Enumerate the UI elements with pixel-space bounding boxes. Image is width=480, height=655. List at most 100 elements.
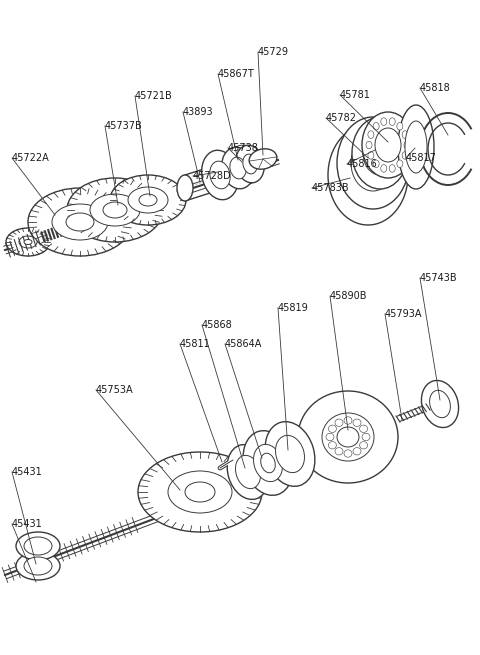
Ellipse shape — [230, 157, 246, 179]
Ellipse shape — [222, 147, 254, 189]
Text: 45783B: 45783B — [312, 183, 349, 193]
Ellipse shape — [352, 117, 408, 189]
Ellipse shape — [16, 532, 60, 560]
Ellipse shape — [227, 445, 269, 499]
Ellipse shape — [430, 390, 450, 418]
Ellipse shape — [243, 154, 257, 174]
Ellipse shape — [249, 149, 277, 169]
Ellipse shape — [344, 417, 352, 424]
Ellipse shape — [360, 425, 368, 432]
Ellipse shape — [373, 160, 379, 168]
Ellipse shape — [138, 452, 262, 532]
Text: 45738: 45738 — [228, 143, 259, 153]
Ellipse shape — [276, 436, 304, 473]
Ellipse shape — [360, 441, 368, 449]
Text: 45431: 45431 — [12, 467, 43, 477]
Ellipse shape — [229, 145, 259, 185]
Ellipse shape — [253, 444, 283, 481]
Text: 45728D: 45728D — [193, 171, 232, 181]
Ellipse shape — [128, 187, 168, 213]
Ellipse shape — [52, 204, 108, 240]
Text: 45722A: 45722A — [12, 153, 50, 163]
Ellipse shape — [24, 240, 32, 244]
Ellipse shape — [328, 425, 336, 432]
Ellipse shape — [353, 419, 361, 426]
Ellipse shape — [381, 164, 387, 172]
Ellipse shape — [236, 455, 261, 489]
Ellipse shape — [368, 151, 374, 159]
Ellipse shape — [373, 122, 379, 130]
Ellipse shape — [397, 122, 403, 130]
Ellipse shape — [397, 160, 403, 168]
Ellipse shape — [227, 159, 243, 185]
Ellipse shape — [402, 131, 408, 138]
Ellipse shape — [405, 121, 427, 173]
Ellipse shape — [326, 434, 334, 441]
Ellipse shape — [362, 434, 370, 441]
Ellipse shape — [402, 151, 408, 159]
Ellipse shape — [28, 188, 132, 256]
Ellipse shape — [139, 194, 157, 206]
Text: 45817: 45817 — [406, 153, 437, 163]
Ellipse shape — [110, 175, 186, 225]
Ellipse shape — [322, 413, 374, 461]
Ellipse shape — [103, 202, 127, 218]
Ellipse shape — [366, 141, 372, 149]
Ellipse shape — [265, 422, 315, 486]
Ellipse shape — [185, 482, 215, 502]
Ellipse shape — [261, 453, 276, 473]
Ellipse shape — [389, 164, 395, 172]
Text: 45819: 45819 — [278, 303, 309, 313]
Ellipse shape — [19, 236, 37, 248]
Ellipse shape — [90, 194, 140, 226]
Text: 45753A: 45753A — [96, 385, 133, 395]
Ellipse shape — [335, 419, 343, 426]
Ellipse shape — [168, 471, 232, 513]
Ellipse shape — [398, 105, 434, 189]
Ellipse shape — [362, 112, 414, 178]
Ellipse shape — [335, 447, 343, 455]
Text: 45867T: 45867T — [218, 69, 255, 79]
Ellipse shape — [363, 131, 397, 175]
Ellipse shape — [421, 381, 458, 428]
Ellipse shape — [389, 118, 395, 125]
Ellipse shape — [344, 450, 352, 457]
Text: 45793A: 45793A — [385, 309, 422, 319]
Text: 45890B: 45890B — [330, 291, 368, 301]
Text: 45864A: 45864A — [225, 339, 263, 349]
Ellipse shape — [337, 117, 409, 209]
Ellipse shape — [67, 178, 163, 242]
Ellipse shape — [24, 537, 52, 555]
Ellipse shape — [328, 125, 408, 225]
Ellipse shape — [328, 441, 336, 449]
Ellipse shape — [404, 141, 410, 149]
Text: 45781: 45781 — [340, 90, 371, 100]
Ellipse shape — [6, 228, 50, 256]
Text: 45743B: 45743B — [420, 273, 457, 283]
Text: 45818: 45818 — [420, 83, 451, 93]
Ellipse shape — [202, 150, 239, 200]
Text: 45782: 45782 — [326, 113, 357, 123]
Ellipse shape — [351, 135, 395, 191]
Text: 45729: 45729 — [258, 47, 289, 57]
Text: 45868: 45868 — [202, 320, 233, 330]
Ellipse shape — [243, 431, 293, 495]
Ellipse shape — [368, 131, 374, 138]
Ellipse shape — [375, 128, 401, 162]
Ellipse shape — [337, 427, 359, 447]
Text: 43893: 43893 — [183, 107, 214, 117]
Text: 45811: 45811 — [180, 339, 211, 349]
Text: 45737B: 45737B — [105, 121, 143, 131]
Ellipse shape — [236, 145, 264, 183]
Ellipse shape — [177, 175, 193, 201]
Ellipse shape — [344, 145, 392, 205]
Ellipse shape — [24, 557, 52, 575]
Ellipse shape — [353, 447, 361, 455]
Text: 45431: 45431 — [12, 519, 43, 529]
Ellipse shape — [210, 161, 230, 189]
Text: 45816: 45816 — [347, 159, 378, 169]
Text: 45721B: 45721B — [135, 91, 173, 101]
Ellipse shape — [16, 552, 60, 580]
Ellipse shape — [298, 391, 398, 483]
Ellipse shape — [66, 213, 94, 231]
